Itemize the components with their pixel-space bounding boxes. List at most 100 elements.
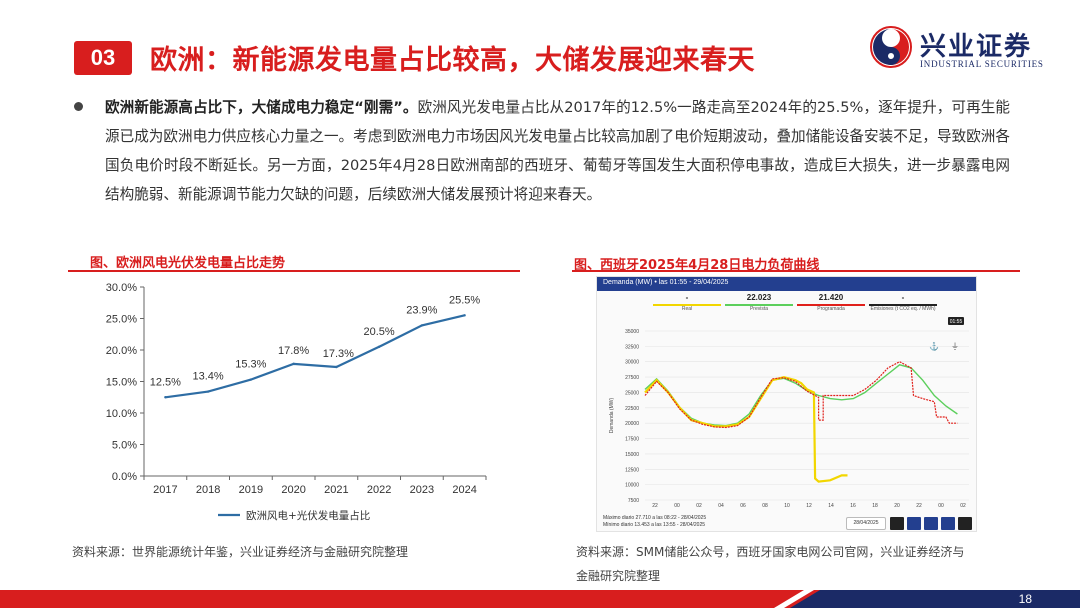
x-tick-label: 06 — [740, 503, 746, 507]
footer-band — [0, 590, 1080, 608]
x-tick-label: 14 — [828, 503, 834, 507]
table-view-button[interactable] — [890, 517, 904, 530]
programada-line — [644, 361, 958, 429]
stat-real-swatch — [653, 304, 721, 306]
x-tick-label: 04 — [718, 503, 724, 507]
section-number-badge: 03 — [74, 41, 132, 75]
x-tick-label: 00 — [674, 503, 680, 507]
x-tick-label: 2019 — [239, 484, 263, 496]
logo-emblem-icon — [870, 26, 912, 68]
data-label: 15.3% — [235, 359, 266, 371]
data-point — [420, 324, 424, 327]
prevista-line — [644, 364, 958, 427]
x-tick-label: 22 — [916, 503, 922, 507]
y-tick-label: 10000 — [625, 483, 639, 489]
y-tick-label: 30.0% — [106, 282, 137, 294]
summary-paragraph: 欧洲新能源高占比下，大储成电力稳定“刚需”。欧洲风光发电量占比从2017年的12… — [105, 93, 1010, 209]
logo-chinese-text: 兴业证券 — [920, 32, 1033, 62]
x-tick-label: 2024 — [452, 484, 476, 496]
data-point — [292, 362, 295, 366]
company-logo: 兴业证券 INDUSTRIAL SECURITIES — [870, 24, 1060, 74]
y-tick-label: 32500 — [625, 344, 639, 350]
y-tick-label: 0.0% — [112, 471, 137, 483]
x-tick-label: 2021 — [324, 484, 348, 496]
y-tick-label: 25000 — [625, 390, 639, 396]
data-label: 13.4% — [193, 371, 224, 383]
data-point — [463, 314, 466, 317]
stat-programada-swatch — [797, 304, 865, 306]
y-tick-label: 30000 — [625, 360, 639, 366]
stat-prevista-swatch — [725, 304, 793, 306]
left-title-rule — [68, 270, 520, 272]
data-label: 12.5% — [150, 376, 181, 388]
time-tag — [948, 317, 964, 325]
chart-view-button[interactable] — [907, 517, 921, 530]
summary-text: 欧洲风光发电量占比从2017年的12.5%一路走高至2024年的25.5%，逐年… — [105, 99, 1010, 203]
logo-english-text: INDUSTRIAL SECURITIES — [920, 59, 1044, 69]
x-tick-label: 02 — [696, 503, 702, 507]
y-tick-label: 20000 — [625, 421, 639, 427]
x-tick-label: 2017 — [153, 484, 177, 496]
data-label: 17.3% — [323, 348, 354, 360]
legend-label: 欧洲风电+光伏发电量占比 — [246, 509, 370, 522]
share-button[interactable] — [941, 517, 955, 530]
y-tick-label: 27500 — [625, 375, 639, 381]
y-tick-label: 35000 — [625, 329, 639, 335]
x-tick-label: 16 — [850, 503, 856, 507]
y-tick-label: 12500 — [625, 467, 639, 473]
data-point — [164, 396, 167, 399]
data-point — [249, 378, 253, 381]
data-point — [206, 390, 210, 393]
left-figure-source: 资料来源：世界能源统计年鉴，兴业证券经济与金融研究院整理 — [72, 545, 409, 559]
load-curve-screenshot: Demanda (MW) • las 01:55 - 29/04/2025 - … — [596, 276, 977, 532]
stat-prevista-label: Prevista — [749, 306, 769, 312]
x-tick-label: 20 — [894, 503, 900, 507]
data-label: 23.9% — [406, 304, 437, 316]
data-point — [377, 345, 381, 349]
screenshot-header-bar: Demanda (MW) • las 01:55 - 29/04/2025 — [597, 277, 976, 291]
stat-real-label: Real — [681, 306, 693, 312]
y-tick-label: 17500 — [625, 437, 639, 443]
map-button[interactable] — [958, 517, 972, 530]
y-tick-label: 10.0% — [106, 408, 137, 420]
stat-programada: 21.420 Programada — [791, 293, 871, 313]
y-tick-label: 15.0% — [106, 377, 137, 389]
left-figure-title: 图、欧洲风电光伏发电量占比走势 — [90, 256, 286, 271]
data-label: 17.8% — [278, 345, 309, 357]
x-tick-label: 12 — [806, 503, 812, 507]
y-tick-label: 15000 — [625, 452, 639, 458]
load-curve-chart: 01:55⚓ ⏚350003250030000275002500022500200… — [609, 317, 969, 507]
x-tick-label: 2018 — [196, 484, 220, 496]
x-tick-label: 2023 — [410, 484, 434, 496]
x-tick-label: 2022 — [367, 484, 391, 496]
series-line — [165, 314, 465, 399]
export-button[interactable] — [924, 517, 938, 530]
y-tick-label: 5.0% — [112, 440, 137, 452]
stat-emisiones-label: Emisiones (t CO2 eq. / MWh) — [870, 306, 936, 312]
daily-max-text: Máximo diario 27.710 a las 08:22 - 28/04… — [603, 515, 707, 521]
y-tick-label: 22500 — [625, 406, 639, 412]
x-tick-label: 18 — [872, 503, 878, 507]
anchor-icon: ⚓ — [929, 341, 939, 351]
stat-prevista: 22.023 Prevista — [719, 293, 799, 313]
right-figure-source: 资料来源：SMM储能公众号，西班牙国家电网公司官网，兴业证券经济与 金融研究院整… — [576, 540, 1036, 588]
data-label: 25.5% — [449, 294, 480, 306]
y-tick-label: 7500 — [628, 498, 639, 504]
stat-emisiones: - Emisiones (t CO2 eq. / MWh) — [863, 293, 943, 313]
stat-prevista-value: 22.023 — [746, 293, 772, 302]
x-tick-label: 00 — [938, 503, 944, 507]
screenshot-header-text: Demanda (MW) • las 01:55 - 29/04/2025 — [603, 279, 729, 286]
date-picker[interactable]: 28/04/2025 — [846, 517, 886, 530]
daily-min-text: Mínimo diario 13.453 a las 13:55 - 28/04… — [603, 522, 706, 528]
data-label: 20.5% — [364, 326, 395, 338]
x-tick-label: 10 — [784, 503, 790, 507]
right-title-rule — [572, 270, 1020, 272]
y-tick-label: 20.0% — [106, 345, 137, 357]
wind-solar-share-chart: 0.0% 5.0% 10.0% 15.0% 20.0% 25.0% 30.0% 2017 201… — [106, 282, 487, 522]
x-tick-label: 22 — [652, 503, 658, 507]
real-line — [644, 375, 848, 483]
summary-lead: 欧洲新能源高占比下，大储成电力稳定“刚需”。 — [105, 99, 418, 116]
x-tick-label: 02 — [960, 503, 966, 507]
x-tick-label: 08 — [762, 503, 768, 507]
x-tick-label: 2020 — [281, 484, 305, 496]
